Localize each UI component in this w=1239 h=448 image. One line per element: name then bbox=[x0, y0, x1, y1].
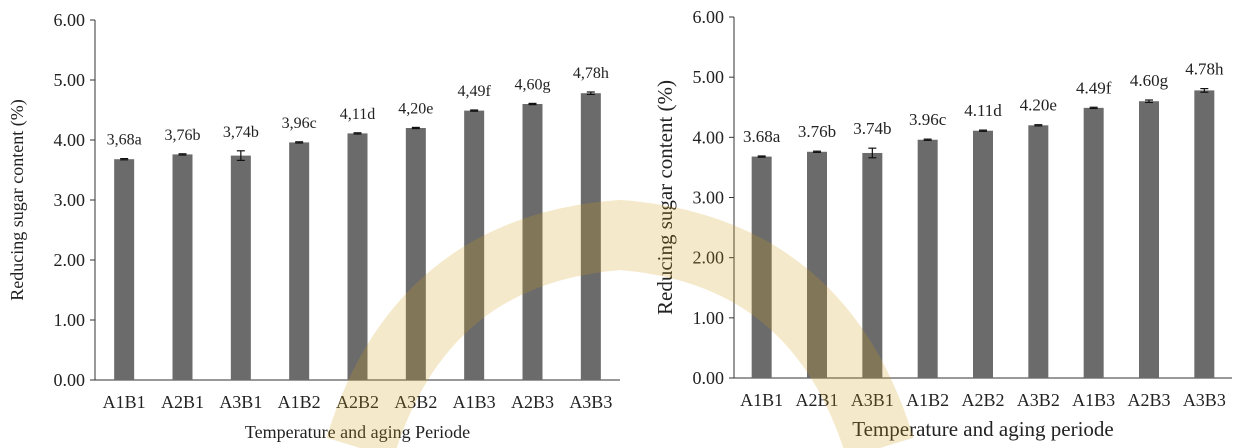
bar-chart-right: 0.00 1.00 2.00 3.00 4.00 5.00 6.00 3.68a A1B1 3.7… bbox=[653, 7, 1232, 441]
bar bbox=[1194, 90, 1215, 379]
data-label: 3.96c bbox=[909, 110, 947, 129]
x-tick-label: A2B3 bbox=[511, 392, 554, 412]
x-tick-label: A1B2 bbox=[278, 392, 321, 412]
x-tick-label: A2B1 bbox=[795, 390, 838, 410]
data-label: 4.20e bbox=[1020, 96, 1057, 115]
x-tick-label: A1B1 bbox=[740, 390, 783, 410]
bar bbox=[807, 151, 827, 378]
data-label: 3,68a bbox=[107, 132, 142, 149]
y-tick-label: 1.00 bbox=[54, 310, 86, 330]
y-tick-label: 5.00 bbox=[54, 70, 86, 90]
y-tick-label: 6.00 bbox=[693, 7, 725, 27]
y-tick-label: 4.00 bbox=[54, 130, 86, 150]
y-tick-label: 2.00 bbox=[54, 250, 86, 270]
data-label: 3,76b bbox=[165, 127, 201, 144]
bar bbox=[522, 104, 543, 380]
data-label: 4,11d bbox=[340, 106, 375, 123]
y-tick-label: 1.00 bbox=[693, 308, 725, 328]
data-label: 4,78h bbox=[573, 65, 609, 82]
data-label: 4.11d bbox=[964, 101, 1002, 120]
bar bbox=[1139, 101, 1159, 378]
y-tick-label: 6.00 bbox=[54, 10, 86, 30]
bar bbox=[405, 128, 426, 380]
bar bbox=[347, 133, 368, 380]
bar bbox=[289, 142, 310, 380]
x-tick-label: A2B3 bbox=[1127, 390, 1170, 410]
data-label: 3,74b bbox=[223, 124, 259, 141]
x-tick-label: A3B1 bbox=[851, 390, 894, 410]
bar bbox=[1028, 125, 1049, 378]
x-tick-label: A3B3 bbox=[1183, 390, 1226, 410]
x-tick-label: A3B1 bbox=[219, 392, 262, 412]
data-label: 3,96c bbox=[282, 115, 317, 132]
bar bbox=[917, 139, 938, 378]
data-label: 3.74b bbox=[853, 119, 891, 138]
x-tick-label: A2B2 bbox=[961, 390, 1004, 410]
y-tick-label: 3.00 bbox=[693, 188, 725, 208]
bar bbox=[862, 152, 883, 378]
y-axis-title: Reducing sugar content (%) bbox=[7, 99, 28, 300]
data-label: 4,20e bbox=[398, 100, 433, 117]
bar bbox=[1083, 107, 1104, 378]
x-axis-title: Temperature and aging Periode bbox=[245, 422, 470, 442]
y-axis-title: Reducing sugar content (%) bbox=[653, 80, 677, 315]
bar bbox=[464, 110, 485, 380]
data-label: 4,60g bbox=[515, 76, 551, 93]
bar bbox=[580, 93, 601, 380]
bar bbox=[751, 156, 772, 378]
data-label: 4.49f bbox=[1076, 78, 1112, 97]
x-tick-label: A1B1 bbox=[103, 392, 146, 412]
data-label: 4.60g bbox=[1130, 71, 1169, 90]
y-tick-label: 2.00 bbox=[693, 248, 725, 268]
bar bbox=[172, 154, 193, 380]
data-label: 3.68a bbox=[743, 127, 781, 146]
data-label: 4,49f bbox=[458, 83, 492, 100]
x-tick-label: A2B1 bbox=[161, 392, 204, 412]
x-axis-title: Temperature and aging periode bbox=[852, 417, 1114, 441]
y-tick-label: 0.00 bbox=[54, 370, 86, 390]
y-tick-label: 5.00 bbox=[693, 67, 725, 87]
y-tick-label: 3.00 bbox=[54, 190, 86, 210]
x-tick-label: A1B2 bbox=[906, 390, 949, 410]
x-tick-label: A3B3 bbox=[569, 392, 612, 412]
x-tick-label: A3B2 bbox=[394, 392, 437, 412]
bar bbox=[973, 130, 993, 378]
data-label: 4.78h bbox=[1185, 60, 1224, 79]
y-tick-label: 0.00 bbox=[693, 368, 725, 388]
y-tick-label: 4.00 bbox=[693, 127, 725, 147]
x-tick-label: A1B3 bbox=[1072, 390, 1115, 410]
x-tick-label: A3B2 bbox=[1017, 390, 1060, 410]
bar-chart-left: 0.00 1.00 2.00 3.00 4.00 5.00 6.00 3,68a A1B1 3,7… bbox=[7, 10, 620, 442]
x-tick-label: A2B2 bbox=[336, 392, 379, 412]
x-tick-label: A1B3 bbox=[453, 392, 496, 412]
data-label: 3.76b bbox=[798, 122, 836, 141]
bar bbox=[114, 159, 135, 380]
bar bbox=[230, 155, 251, 380]
